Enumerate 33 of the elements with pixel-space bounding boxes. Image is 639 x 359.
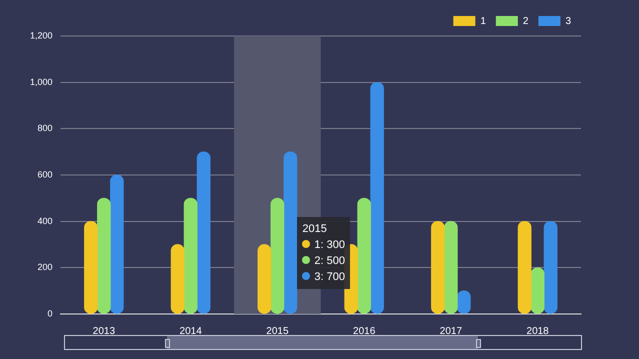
annotation: 2015 1: 300 2: 500 3: 700 xyxy=(302,222,345,283)
y-tick-label: 200 xyxy=(37,262,53,272)
bar xyxy=(196,152,210,314)
legend-label: 1 xyxy=(480,16,486,27)
bar xyxy=(357,198,371,314)
bar xyxy=(170,244,184,314)
bar xyxy=(184,198,198,314)
bar xyxy=(84,221,98,314)
bar xyxy=(544,221,558,314)
bar xyxy=(284,152,298,314)
y-tick-label: 600 xyxy=(37,169,53,180)
y-tick-label: 0 xyxy=(48,308,53,318)
bar xyxy=(530,267,544,314)
bar xyxy=(370,82,384,314)
x-tick-label: 2016 xyxy=(353,326,376,337)
x-tick-label: 2014 xyxy=(180,326,202,337)
x-tick-label: 2015 xyxy=(266,326,289,337)
y-tick-label: 400 xyxy=(37,216,53,226)
legend-label: 3 xyxy=(565,16,572,27)
x-tick-label: 2018 xyxy=(526,326,550,337)
x-tick-label: 2013 xyxy=(92,326,116,337)
y-tick-label: 1,200 xyxy=(30,30,53,40)
y-tick-label: 1,000 xyxy=(30,76,53,87)
bar xyxy=(270,198,284,314)
y-tick-label: 800 xyxy=(37,123,53,134)
x-tick-label: 2017 xyxy=(440,326,462,337)
legend-label: 2 xyxy=(522,16,529,27)
bar xyxy=(444,221,458,314)
bar xyxy=(97,198,111,314)
bar xyxy=(431,221,445,314)
bar xyxy=(258,244,272,314)
bar xyxy=(110,174,124,314)
bar xyxy=(518,221,532,314)
